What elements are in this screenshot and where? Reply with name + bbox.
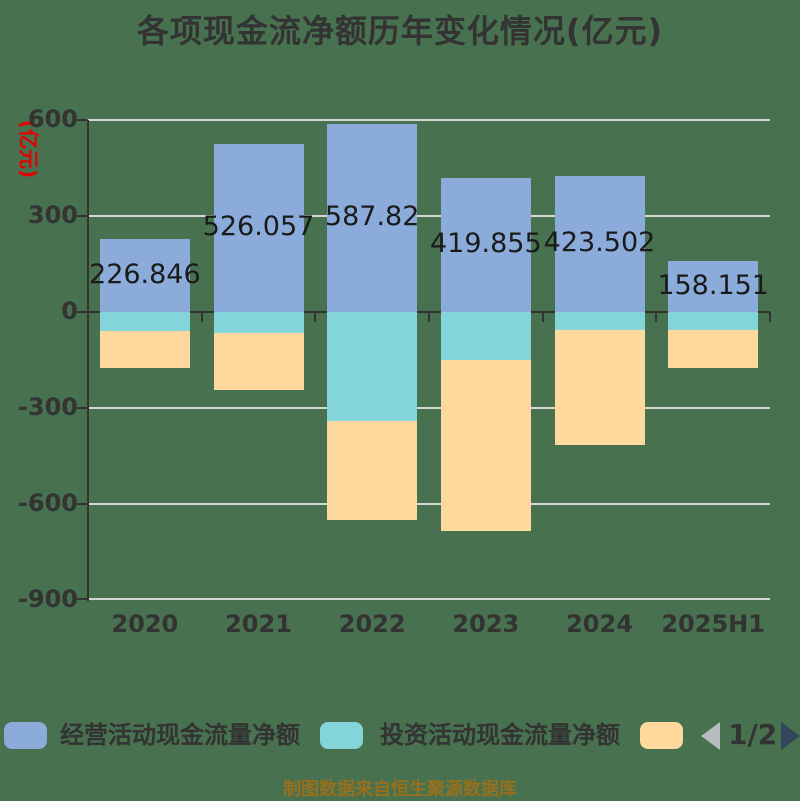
plot-area: 226.846 2020 526.057 2021 587.82 2022 419.855 2…: [77, 119, 771, 638]
bar-segment-investing-2021[interactable]: [213, 312, 304, 333]
bar-segment-series-3-2024[interactable]: [554, 329, 645, 445]
legend-prev-page-arrow-icon[interactable]: [701, 722, 720, 750]
bar-segment-series-3-2025H1[interactable]: [668, 329, 759, 368]
y-tick-mark: [77, 598, 87, 600]
bar-segment-series-3-2020[interactable]: [99, 331, 190, 368]
bar-segment-operating-2020[interactable]: [99, 239, 190, 312]
bar-segment-operating-2021[interactable]: [213, 143, 304, 312]
gridline-300: [88, 215, 770, 217]
bar-segment-investing-2024[interactable]: [554, 312, 645, 330]
gridline--900: [88, 598, 770, 600]
gridline--600: [88, 503, 770, 505]
y-tick-label: 600: [27, 105, 78, 133]
chart-title: 各项现金流净额历年变化情况(亿元): [136, 12, 664, 50]
bar-value-label-2023: 419.855: [430, 227, 542, 259]
y-tick-label: 0: [61, 297, 78, 325]
legend-label-investing[interactable]: 投资活动现金流量净额: [380, 721, 620, 749]
x-category-label-2022: 2022: [338, 610, 406, 638]
x-category-label-2023: 2023: [452, 610, 520, 638]
y-tick-mark: [77, 215, 87, 217]
y-tick-label: -900: [17, 585, 78, 613]
legend-next-page-arrow-icon[interactable]: [781, 722, 800, 750]
bar-segment-investing-2020[interactable]: [99, 312, 190, 332]
legend-page-indicator: 1/2: [728, 718, 778, 751]
x-category-label-2020: 2020: [111, 610, 179, 638]
x-category-label-2021: 2021: [225, 610, 292, 638]
y-tick-label: -600: [17, 489, 78, 517]
x-tick-mark: [655, 312, 658, 322]
bar-segment-investing-2023[interactable]: [440, 312, 531, 360]
y-tick-mark: [77, 119, 87, 121]
legend-swatch-investing[interactable]: [320, 722, 363, 749]
bar-segment-investing-2022[interactable]: [327, 312, 418, 421]
legend-swatch-operating[interactable]: [4, 722, 47, 749]
bar-segment-operating-2025H1[interactable]: [668, 261, 759, 312]
bar-segment-operating-2024[interactable]: [554, 176, 645, 312]
y-tick-mark: [77, 311, 87, 313]
bar-segment-investing-2025H1[interactable]: [668, 312, 759, 330]
y-tick-mark: [77, 407, 87, 409]
x-tick-mark: [541, 312, 544, 322]
x-category-label-2025H1: 2025H1: [661, 610, 765, 638]
y-tick-label: 300: [27, 201, 78, 229]
x-tick-mark: [428, 312, 430, 322]
data-source-note: 制图数据来自恒生聚源数据库: [283, 779, 517, 800]
bar-value-label-2024: 423.502: [543, 227, 656, 259]
y-tick-label: -300: [17, 393, 78, 421]
x-tick-mark: [314, 312, 317, 322]
legend: 经营活动现金流量净额 投资活动现金流量净额 1/2: [0, 718, 800, 754]
x-tick-mark: [200, 312, 203, 322]
y-axis-line: [87, 120, 89, 601]
bar-segment-series-3-2021[interactable]: [213, 332, 304, 391]
bar-value-label-2021: 526.057: [202, 210, 315, 242]
bar-segment-operating-2022[interactable]: [327, 123, 418, 312]
bar-value-label-2020: 226.846: [89, 258, 201, 290]
x-tick-mark: [769, 312, 771, 322]
x-category-label-2024: 2024: [566, 610, 633, 638]
bar-value-label-2025H1: 158.151: [657, 269, 769, 301]
bar-value-label-2022: 587.82: [324, 200, 420, 232]
gridline--300: [88, 407, 770, 409]
bar-segment-series-3-2023[interactable]: [440, 360, 531, 532]
gridline-600: [88, 119, 770, 121]
x-tick-mark: [87, 312, 89, 322]
bar-segment-operating-2023[interactable]: [440, 177, 531, 312]
legend-label-operating[interactable]: 经营活动现金流量净额: [60, 721, 300, 749]
legend-swatch-series-3[interactable]: [640, 722, 683, 749]
bar-segment-series-3-2022[interactable]: [327, 420, 418, 520]
y-tick-mark: [77, 503, 87, 505]
